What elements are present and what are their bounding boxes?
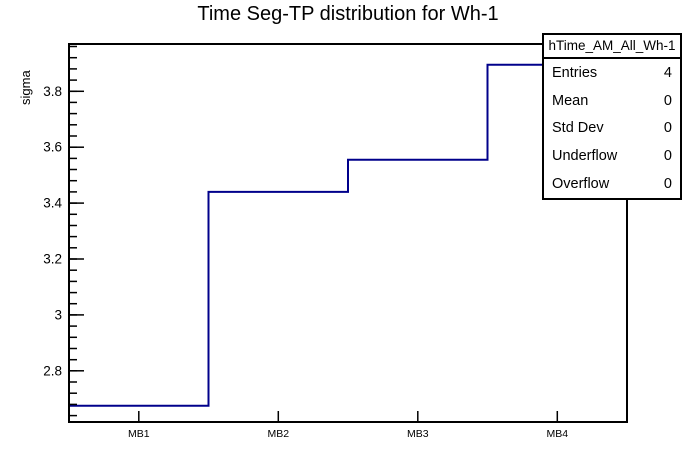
x-axis-tick-label: MB4 (547, 428, 569, 440)
stats-value: 4 (663, 64, 672, 81)
stats-rows: Entries 4 Mean 0 Std Dev 0 Underflow 0 O… (544, 59, 680, 198)
stats-label: Std Dev (552, 120, 604, 137)
stats-box: hTime_AM_All_Wh-1 Entries 4 Mean 0 Std D… (542, 33, 682, 200)
y-axis-tick-label: 3 (54, 307, 62, 322)
stats-value: 0 (663, 92, 672, 109)
x-axis-tick-label: MB1 (128, 428, 150, 440)
stats-label: Overflow (552, 176, 610, 193)
stats-row-stddev: Std Dev 0 (544, 115, 680, 143)
y-axis-tick-label: 3.8 (43, 84, 62, 99)
stats-box-title: hTime_AM_All_Wh-1 (544, 35, 680, 59)
stats-row-entries: Entries 4 (544, 59, 680, 87)
x-axis-tick-label: MB3 (407, 428, 429, 440)
stats-row-overflow: Overflow 0 (544, 170, 680, 198)
y-axis-title: sigma (18, 70, 33, 105)
stats-value: 0 (663, 176, 672, 193)
y-axis-tick-label: 3.6 (43, 140, 62, 155)
stats-value: 0 (663, 120, 672, 137)
stats-value: 0 (663, 148, 672, 165)
stats-label: Underflow (552, 148, 618, 165)
chart-title: Time Seg-TP distribution for Wh-1 (197, 3, 499, 25)
x-axis-tick-label: MB2 (268, 428, 290, 440)
stats-label: Entries (552, 64, 598, 81)
y-axis-tick-label: 2.8 (43, 363, 62, 378)
plot-frame (68, 43, 628, 423)
y-axis-tick-label: 3.4 (43, 196, 62, 211)
stats-label: Mean (552, 92, 589, 109)
stats-row-underflow: Underflow 0 (544, 142, 680, 170)
y-axis-tick-label: 3.2 (43, 252, 62, 267)
stats-row-mean: Mean 0 (544, 87, 680, 115)
